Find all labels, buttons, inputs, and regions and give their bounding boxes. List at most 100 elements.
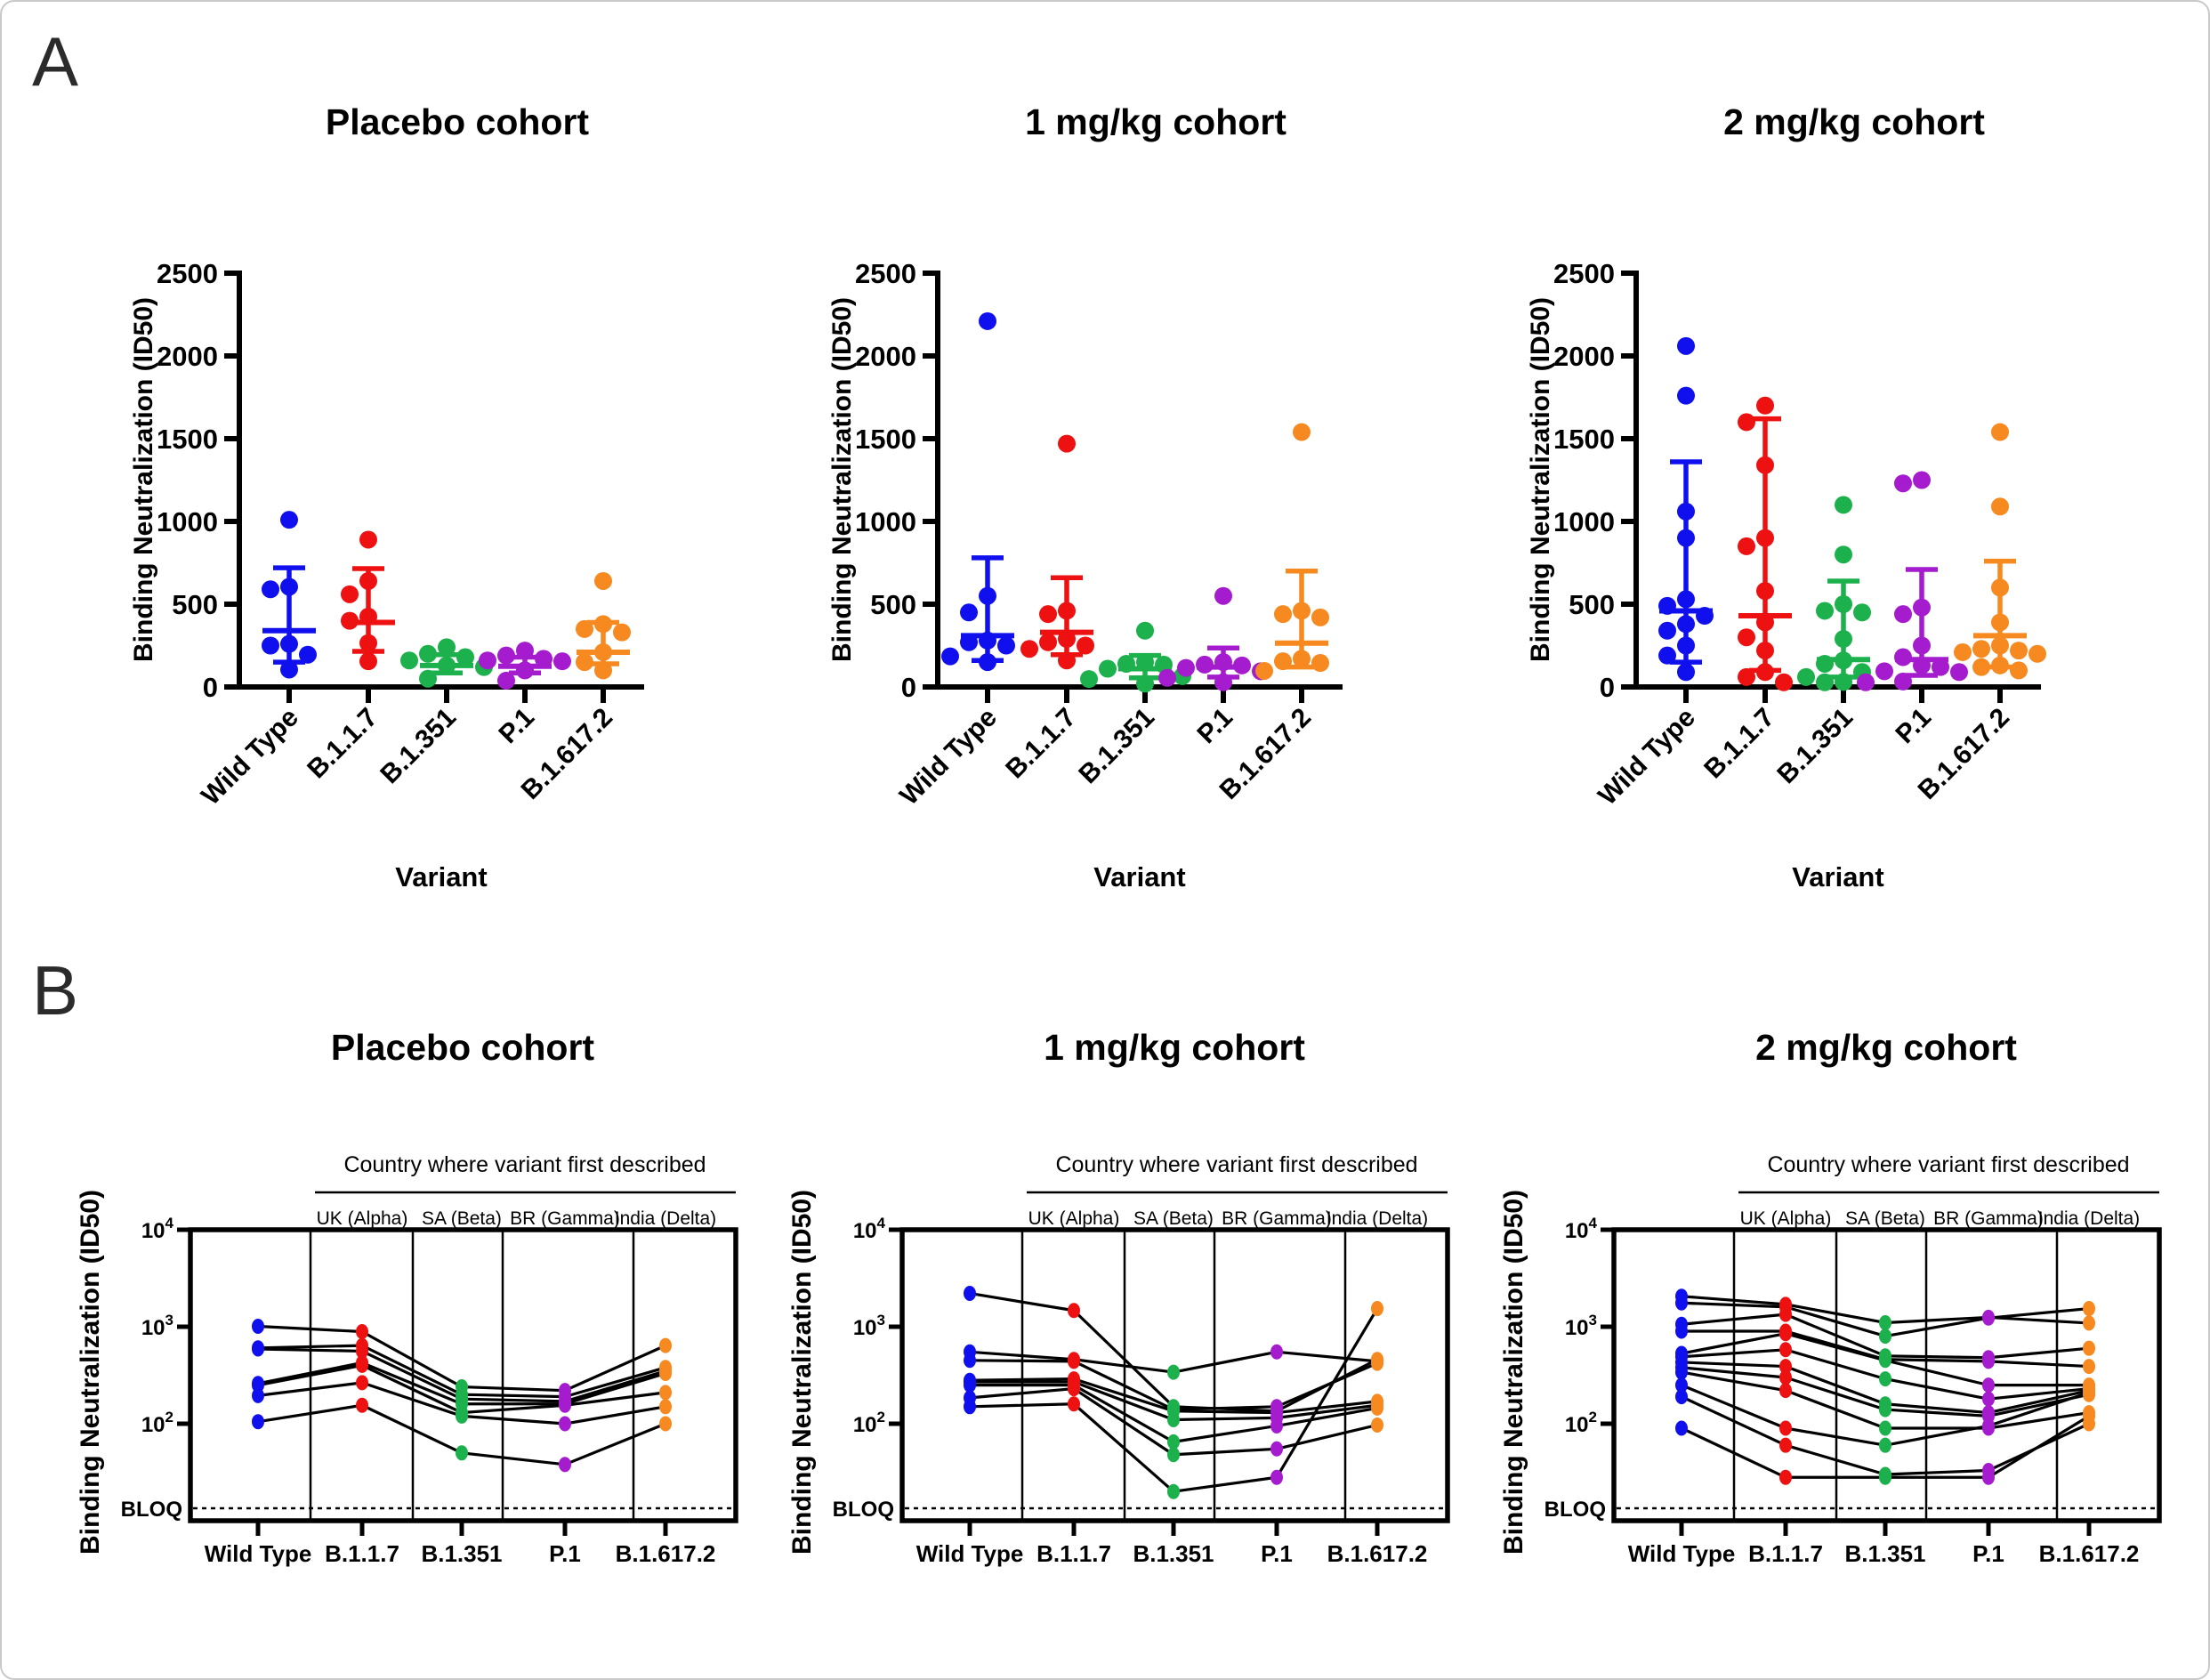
y-axis-label-b-2mgkg: Binding Neutralization (ID50) bbox=[1499, 1189, 1528, 1555]
chart-title-a-1mgkg: 1 mg/kg cohort bbox=[1025, 101, 1286, 142]
errorbar-Wild Type bbox=[1659, 459, 1713, 665]
svg-text:P.1: P.1 bbox=[1261, 1540, 1293, 1567]
svg-text:B.1.351: B.1.351 bbox=[375, 703, 462, 790]
svg-text:BLOQ: BLOQ bbox=[1545, 1498, 1606, 1522]
errorbar-Wild Type bbox=[961, 555, 1014, 663]
svg-text:1000: 1000 bbox=[855, 506, 916, 537]
dots-B.1.617.2 bbox=[2083, 1301, 2095, 1432]
svg-text:Wild Type: Wild Type bbox=[894, 703, 1003, 812]
svg-text:2500: 2500 bbox=[157, 258, 218, 289]
svg-text:UK (Alpha): UK (Alpha) bbox=[1028, 1208, 1120, 1229]
errorbar-B.1.351 bbox=[1817, 578, 1870, 680]
svg-text:P.1: P.1 bbox=[494, 703, 540, 749]
errorbar-B.1.617.2 bbox=[1275, 569, 1328, 670]
x-axis-label-a-1mgkg: Variant bbox=[1093, 861, 1186, 892]
dots-Wild Type bbox=[1675, 1288, 1688, 1436]
svg-text:SA (Beta): SA (Beta) bbox=[422, 1208, 502, 1229]
svg-text:UK (Alpha): UK (Alpha) bbox=[317, 1208, 408, 1229]
bracket-label-b-2mgkg: Country where variant first described bbox=[1767, 1152, 2130, 1177]
svg-text:102: 102 bbox=[141, 1409, 173, 1437]
chart-title-a-2mgkg: 2 mg/kg cohort bbox=[1723, 101, 1985, 142]
svg-text:Wild Type: Wild Type bbox=[1593, 703, 1701, 812]
dots-Wild Type bbox=[964, 1285, 976, 1415]
chart-title-a-placebo: Placebo cohort bbox=[325, 101, 590, 142]
dots-B.1.617.2 bbox=[1255, 423, 1329, 680]
errorbar-P.1 bbox=[498, 654, 552, 675]
panel-a-chart-A-1mgkg: 0 500 1000 1500 2000 2500 Wild TypeB.1.1.7B.1.… bbox=[855, 258, 1343, 811]
dots-B.1.617.2 bbox=[1371, 1301, 1383, 1433]
svg-text:B.1.617.2: B.1.617.2 bbox=[616, 1540, 716, 1567]
svg-text:104: 104 bbox=[1565, 1215, 1598, 1243]
svg-text:BR (Gamma): BR (Gamma) bbox=[510, 1208, 620, 1229]
svg-text:P.1: P.1 bbox=[1891, 703, 1937, 749]
dots-B.1.1.7 bbox=[1779, 1296, 1792, 1485]
errorbar-B.1.617.2 bbox=[1973, 558, 2027, 670]
chart-title-b-2mgkg: 2 mg/kg cohort bbox=[1755, 1027, 2017, 1068]
dots-B.1.617.2 bbox=[1954, 423, 2046, 680]
x-axis-label-a-2mgkg: Variant bbox=[1792, 861, 1884, 892]
errorbar-B.1.1.7 bbox=[342, 566, 395, 654]
dots-P.1 bbox=[1982, 1309, 1995, 1485]
dots-B.1.1.7 bbox=[1068, 1303, 1080, 1412]
svg-text:B.1.1.7: B.1.1.7 bbox=[302, 703, 383, 785]
svg-text:0: 0 bbox=[901, 672, 916, 703]
panel-b-chart-B-placebo: UK (Alpha) SA (Beta) BR (Gamma)India (Delt… bbox=[121, 1191, 738, 1567]
errorbar-P.1 bbox=[1197, 645, 1250, 680]
errorbar-Wild Type bbox=[262, 565, 316, 665]
y-axis-label-b-placebo: Binding Neutralization (ID50) bbox=[76, 1189, 105, 1555]
svg-text:500: 500 bbox=[1569, 589, 1615, 620]
svg-text:B.1.351: B.1.351 bbox=[421, 1540, 502, 1567]
svg-text:2000: 2000 bbox=[1553, 341, 1615, 372]
svg-text:1500: 1500 bbox=[157, 424, 218, 455]
dots-Wild Type bbox=[941, 311, 1015, 672]
svg-text:B.1.351: B.1.351 bbox=[1133, 1540, 1214, 1567]
svg-text:2500: 2500 bbox=[1553, 258, 1615, 289]
bracket-label-b-1mgkg: Country where variant first described bbox=[1055, 1152, 1418, 1177]
svg-text:India (Delta): India (Delta) bbox=[2038, 1208, 2140, 1229]
svg-text:UK (Alpha): UK (Alpha) bbox=[1740, 1208, 1832, 1229]
svg-text:B.1.617.2: B.1.617.2 bbox=[1327, 1540, 1428, 1567]
svg-text:1000: 1000 bbox=[1553, 506, 1615, 537]
svg-text:103: 103 bbox=[141, 1312, 173, 1340]
svg-text:1000: 1000 bbox=[157, 506, 218, 537]
svg-text:500: 500 bbox=[172, 589, 218, 620]
panel-a-chart-A-placebo: 0 500 1000 1500 2000 2500 Wild TypeB.1.1.7B.1.… bbox=[157, 258, 644, 811]
dots-B.1.351 bbox=[456, 1379, 468, 1461]
svg-text:103: 103 bbox=[1565, 1312, 1597, 1340]
y-axis-label-a-placebo: Binding Neutralization (ID50) bbox=[129, 296, 158, 663]
svg-text:P.1: P.1 bbox=[1972, 1540, 2004, 1567]
svg-text:Wild Type: Wild Type bbox=[205, 1540, 312, 1567]
svg-text:B.1.351: B.1.351 bbox=[1844, 1540, 1925, 1567]
panel-a-label: A bbox=[32, 22, 79, 101]
svg-text:BLOQ: BLOQ bbox=[833, 1498, 894, 1522]
dots-B.1.1.7 bbox=[356, 1324, 368, 1413]
svg-text:B.1.1.7: B.1.1.7 bbox=[1698, 703, 1780, 785]
x-axis-label-a-placebo: Variant bbox=[395, 861, 488, 892]
svg-text:2000: 2000 bbox=[157, 341, 218, 372]
svg-text:P.1: P.1 bbox=[1192, 703, 1238, 749]
svg-text:B.1.1.7: B.1.1.7 bbox=[1000, 703, 1082, 785]
chart-title-b-placebo: Placebo cohort bbox=[330, 1027, 595, 1068]
panel-b-chart-B-2mgkg: UK (Alpha) SA (Beta) BR (Gamma)India (Delt… bbox=[1545, 1191, 2162, 1567]
dots-P.1 bbox=[1270, 1344, 1283, 1485]
y-axis-label-a-1mgkg: Binding Neutralization (ID50) bbox=[827, 296, 857, 663]
svg-text:Wild Type: Wild Type bbox=[1628, 1540, 1736, 1567]
errorbar-B.1.351 bbox=[1118, 652, 1172, 681]
dots-P.1 bbox=[559, 1383, 571, 1473]
svg-text:1500: 1500 bbox=[1553, 424, 1615, 455]
dots-Wild Type bbox=[252, 1319, 264, 1430]
svg-text:2000: 2000 bbox=[855, 341, 916, 372]
svg-text:0: 0 bbox=[1600, 672, 1615, 703]
svg-text:B.1.1.7: B.1.1.7 bbox=[1036, 1540, 1111, 1567]
svg-text:SA (Beta): SA (Beta) bbox=[1845, 1208, 1925, 1229]
y-axis-label-b-1mgkg: Binding Neutralization (ID50) bbox=[787, 1189, 817, 1555]
svg-text:B.1.1.7: B.1.1.7 bbox=[325, 1540, 399, 1567]
panel-b-label: B bbox=[32, 951, 79, 1030]
svg-text:B.1.1.7: B.1.1.7 bbox=[1748, 1540, 1823, 1567]
svg-text:SA (Beta): SA (Beta) bbox=[1133, 1208, 1214, 1229]
svg-text:Wild Type: Wild Type bbox=[196, 703, 304, 812]
svg-text:India (Delta): India (Delta) bbox=[1327, 1208, 1428, 1229]
dots-Wild Type bbox=[262, 511, 317, 679]
svg-text:2500: 2500 bbox=[855, 258, 916, 289]
